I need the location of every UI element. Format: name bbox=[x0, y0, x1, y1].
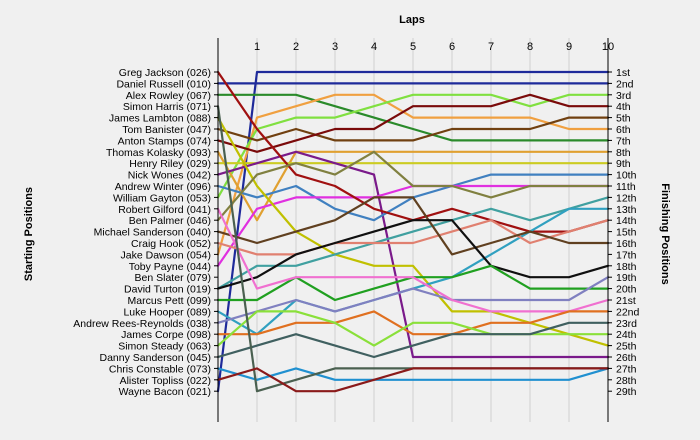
x-tick-label: 8 bbox=[527, 41, 533, 53]
driver-label: David Turton (019) bbox=[124, 284, 211, 296]
finish-position-label: 18th bbox=[616, 261, 637, 273]
finish-position-label: 20th bbox=[616, 284, 637, 296]
driver-label: Tom Banister (047) bbox=[122, 124, 211, 136]
series-line-24 bbox=[216, 310, 610, 336]
driver-label: Toby Payne (044) bbox=[129, 261, 211, 273]
driver-label: Alex Rowley (067) bbox=[126, 90, 211, 102]
driver-label: Wayne Bacon (021) bbox=[119, 386, 211, 398]
finish-position-label: 7th bbox=[616, 135, 631, 147]
x-tick-label: 1 bbox=[254, 41, 260, 53]
series-line-10 bbox=[216, 150, 610, 359]
series-line-26 bbox=[216, 321, 610, 359]
series-line-14 bbox=[216, 116, 610, 347]
finish-position-label: 1st bbox=[616, 67, 630, 79]
finish-position-label: 24th bbox=[616, 329, 637, 341]
driver-label: Craig Hook (052) bbox=[131, 238, 211, 250]
x-tick-label: 4 bbox=[371, 41, 377, 53]
finish-position-label: 17th bbox=[616, 249, 637, 261]
finish-position-label: 16th bbox=[616, 238, 637, 250]
driver-label: Jake Dawson (054) bbox=[121, 249, 211, 261]
series-line-18 bbox=[216, 219, 610, 256]
chart-title: Laps bbox=[399, 14, 425, 26]
finish-position-label: 11th bbox=[616, 181, 636, 193]
driver-label: Marcus Pett (099) bbox=[128, 295, 211, 307]
finish-position-label: 10th bbox=[616, 170, 637, 182]
driver-label: James Corpe (098) bbox=[121, 329, 211, 341]
driver-label: Ben Slater (079) bbox=[135, 272, 211, 284]
x-tick-label: 2 bbox=[293, 41, 299, 53]
finish-position-label: 15th bbox=[616, 227, 637, 239]
driver-label: James Lambton (088) bbox=[109, 113, 211, 125]
series-line-4 bbox=[216, 93, 610, 256]
series-line-16 bbox=[216, 196, 610, 290]
series-line-23 bbox=[216, 207, 610, 313]
driver-label: Chris Constable (073) bbox=[109, 363, 211, 375]
series-line-8 bbox=[216, 150, 610, 222]
driver-label: Ben Palmer (046) bbox=[129, 215, 211, 227]
finish-position-label: 27th bbox=[616, 363, 637, 375]
series-layer bbox=[216, 70, 610, 393]
finish-position-label: 25th bbox=[616, 341, 637, 353]
finish-position-label: 28th bbox=[616, 375, 637, 387]
x-tick-label: 9 bbox=[566, 41, 572, 53]
finish-position-label: 4th bbox=[616, 101, 631, 113]
finish-position-label: 3rd bbox=[616, 90, 631, 102]
finish-position-label: 14th bbox=[616, 215, 637, 227]
finish-position-label: 19th bbox=[616, 272, 637, 284]
series-line-15 bbox=[216, 150, 610, 222]
finish-position-label: 21st bbox=[616, 295, 636, 307]
driver-label: Danny Sanderson (045) bbox=[100, 352, 212, 364]
series-line-6 bbox=[216, 116, 610, 142]
finish-position-label: 23rd bbox=[616, 318, 637, 330]
x-tick-label: 5 bbox=[410, 41, 416, 53]
driver-label: William Gayton (053) bbox=[113, 192, 211, 204]
driver-label: Robert Gilford (041) bbox=[118, 204, 211, 216]
driver-label: Thomas Kolasky (093) bbox=[106, 147, 211, 159]
driver-label: Anton Stamps (074) bbox=[118, 135, 211, 147]
driver-label: Simon Steady (063) bbox=[118, 341, 211, 353]
driver-label: Luke Hooper (089) bbox=[123, 306, 211, 318]
series-line-29 bbox=[216, 367, 610, 393]
series-line-27 bbox=[216, 367, 610, 381]
x-tick-label: 7 bbox=[488, 41, 494, 53]
series-line-3 bbox=[216, 93, 610, 142]
finish-position-label: 2nd bbox=[616, 78, 634, 90]
driver-label: Nick Wones (042) bbox=[128, 170, 211, 182]
driver-label: Alister Topliss (022) bbox=[120, 375, 211, 387]
y-axis-label-left: Starting Positions bbox=[23, 187, 35, 281]
finish-position-label: 26th bbox=[616, 352, 637, 364]
driver-label: Simon Harris (071) bbox=[123, 101, 211, 113]
series-line-19 bbox=[216, 196, 610, 256]
y-axis-label-right: Finishing Positions bbox=[659, 183, 671, 284]
driver-label: Michael Sanderson (040) bbox=[94, 227, 211, 239]
finish-position-label: 9th bbox=[616, 158, 631, 170]
finish-position-label: 5th bbox=[616, 113, 631, 125]
finish-position-label: 8th bbox=[616, 147, 631, 159]
driver-label: Andrew Rees-Reynolds (038) bbox=[73, 318, 211, 330]
series-line-5 bbox=[216, 93, 610, 199]
finish-position-label: 29th bbox=[616, 386, 637, 398]
series-line-1 bbox=[216, 70, 610, 393]
driver-label: Henry Riley (029) bbox=[129, 158, 211, 170]
label-layer: Laps Starting Positions Finishing Positi… bbox=[23, 14, 671, 285]
x-tick-label: 6 bbox=[449, 41, 455, 53]
finish-position-label: 12th bbox=[616, 192, 637, 204]
finish-position-label: 13th bbox=[616, 204, 637, 216]
driver-label: Andrew Winter (096) bbox=[115, 181, 211, 193]
series-line-20 bbox=[216, 219, 610, 290]
series-line-22 bbox=[216, 276, 610, 324]
driver-label: Greg Jackson (026) bbox=[119, 67, 211, 79]
finish-position-label: 6th bbox=[616, 124, 631, 136]
x-tick-label: 3 bbox=[332, 41, 338, 53]
series-line-7 bbox=[216, 93, 610, 153]
driver-label: Daniel Russell (010) bbox=[116, 78, 211, 90]
series-line-25 bbox=[216, 310, 610, 347]
finish-position-label: 22nd bbox=[616, 306, 640, 318]
